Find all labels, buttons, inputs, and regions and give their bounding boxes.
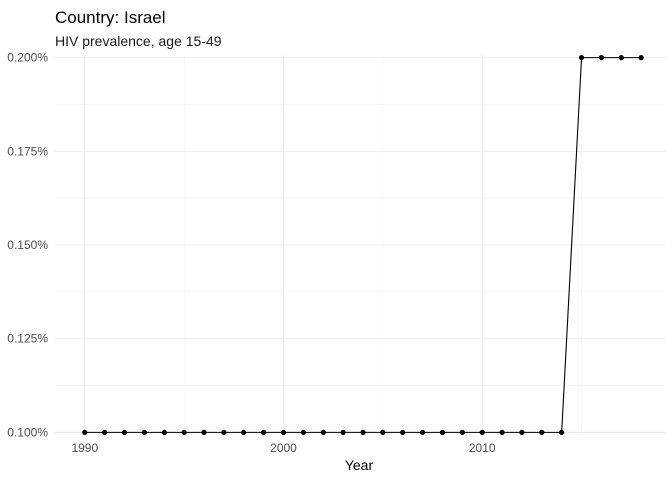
data-point: [499, 429, 505, 435]
data-point: [121, 429, 128, 435]
data-point: [300, 429, 306, 435]
data-point: [539, 429, 545, 435]
y-tick-label: 0.175%: [7, 144, 48, 158]
data-point: [360, 429, 366, 435]
data-point: [82, 429, 88, 435]
data-point: [380, 429, 386, 435]
grid: [55, 55, 665, 435]
series-layer: [82, 55, 644, 435]
data-point: [638, 55, 644, 61]
x-tick-label: 2000: [270, 441, 297, 455]
data-point: [261, 429, 267, 435]
data-point: [519, 429, 525, 435]
x-axis-ticks: 1990 2000 2010: [71, 441, 495, 455]
y-tick-label: 0.125%: [7, 332, 48, 346]
data-point: [479, 429, 485, 435]
data-point: [400, 429, 406, 435]
y-axis-ticks: 0.100% 0.125% 0.150% 0.175% 0.200%: [7, 51, 48, 440]
chart-subtitle: HIV prevalence, age 15-49: [55, 33, 222, 49]
y-tick-label: 0.100%: [7, 425, 48, 439]
data-point: [559, 429, 565, 435]
data-point: [618, 55, 624, 61]
data-point: [201, 429, 207, 435]
y-tick-label: 0.200%: [7, 51, 48, 65]
data-point: [280, 429, 287, 435]
data-point: [598, 55, 605, 61]
data-point: [181, 429, 187, 435]
data-point: [578, 55, 585, 61]
data-point: [459, 429, 465, 435]
data-point: [141, 429, 148, 435]
data-point: [439, 429, 446, 435]
y-tick-label: 0.150%: [7, 238, 48, 252]
data-point: [161, 429, 167, 435]
data-point: [340, 429, 346, 435]
data-point: [419, 429, 426, 435]
chart-title: Country: Israel: [55, 8, 166, 27]
data-point: [221, 429, 227, 435]
data-point: [102, 429, 108, 435]
data-point: [241, 429, 247, 435]
x-tick-label: 2010: [469, 441, 496, 455]
x-tick-label: 1990: [71, 441, 98, 455]
x-axis-title: Year: [345, 457, 374, 473]
data-point: [320, 429, 326, 435]
